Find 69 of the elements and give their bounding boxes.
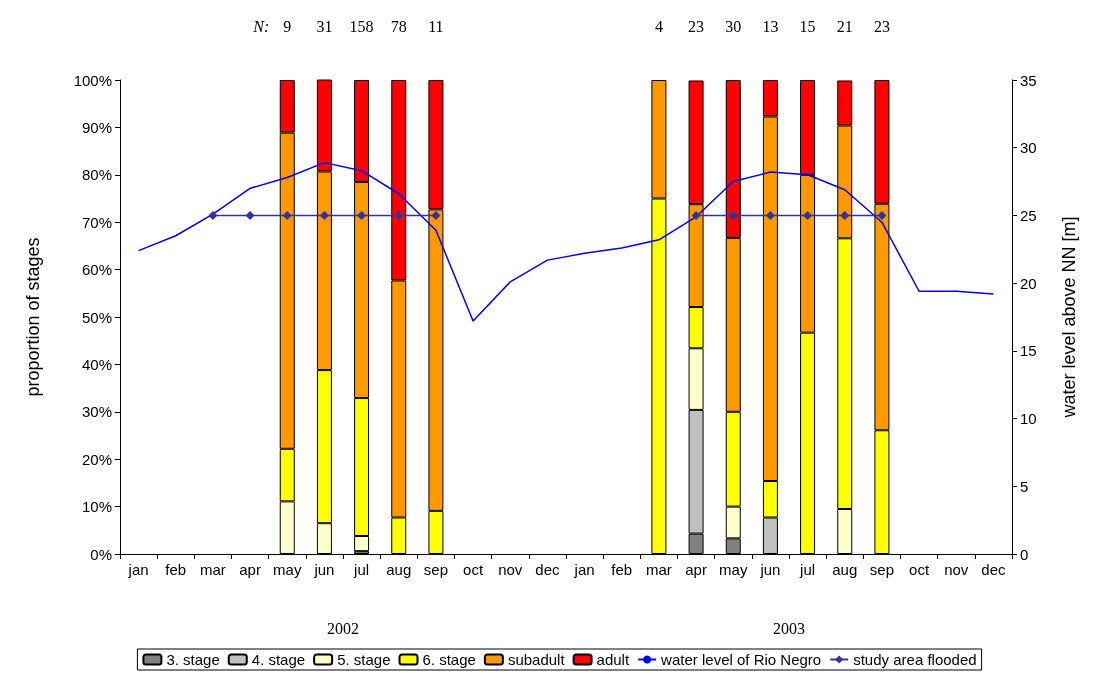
legend-label: water level of Rio Negro [660, 651, 822, 668]
x-tick-label: jan [573, 561, 595, 578]
x-tick-label: dec [535, 561, 561, 578]
x-tick-label: jan [127, 561, 149, 578]
x-tick-label: mar [199, 561, 226, 578]
y2-tick-label: 5 [1020, 477, 1029, 495]
y-tick-label: 0% [90, 545, 112, 563]
legend-label: 4. stage [251, 651, 306, 668]
y-tick-label: 30% [81, 403, 112, 421]
x-tick-label: jul [799, 561, 816, 578]
x-tick-label: sep [869, 561, 895, 578]
y2-tick-label: 15 [1020, 342, 1037, 360]
y-tick-label: 90% [81, 118, 112, 136]
text: 30 [725, 17, 742, 35]
x-tick-label: nov [944, 561, 969, 578]
x-tick-label: feb [611, 561, 633, 578]
y-tick-label: 80% [81, 166, 112, 184]
legend-label: subadult [507, 651, 566, 668]
y-tick-label: 100% [73, 71, 112, 89]
text: 2002 [327, 619, 359, 637]
y-tick-label: 40% [81, 355, 112, 373]
x-tick-label: oct [463, 561, 484, 578]
line-series [137, 161, 995, 322]
text: 31 [316, 17, 333, 35]
y-tick-label: 50% [81, 308, 112, 326]
y2-tick-label: 0 [1020, 545, 1029, 563]
y-tick-label: 10% [81, 498, 112, 516]
legend-label: 5. stage [337, 651, 391, 668]
text: 23 [688, 17, 705, 35]
x-tick-label: aug [832, 561, 858, 578]
x-tick-label: may [273, 561, 302, 578]
text: 78 [390, 17, 407, 35]
legend-label: 3. stage [166, 651, 220, 668]
text: 23 [873, 17, 890, 35]
text: 4 [654, 17, 663, 35]
x-tick-label: apr [239, 561, 261, 578]
x-tick-label: dec [981, 561, 1007, 578]
y2-tick-label: 20 [1020, 274, 1037, 292]
text: 21 [836, 17, 853, 35]
x-tick-label: oct [909, 561, 930, 578]
y2-tick-label: 30 [1020, 139, 1037, 157]
y-tick-label: 70% [81, 213, 112, 231]
x-tick-label: jun [313, 561, 335, 578]
text: N: [252, 17, 270, 35]
x-tick-label: mar [645, 561, 672, 578]
x-tick-label: jul [353, 561, 370, 578]
y-axis-title: proportion of stages [23, 237, 43, 397]
x-tick-label: feb [165, 561, 187, 578]
text: 9 [283, 17, 292, 35]
y-tick-label: 20% [81, 450, 112, 468]
text: 2003 [773, 619, 805, 637]
y2-axis-title: water level above NN [m] [1059, 216, 1079, 419]
text: 15 [799, 17, 816, 35]
text: 11 [428, 17, 444, 35]
y2-tick-label: 25 [1020, 206, 1037, 224]
x-tick-label: may [719, 561, 748, 578]
legend-label: adult [596, 651, 630, 668]
x-tick-label: aug [386, 561, 412, 578]
text: 158 [349, 17, 374, 35]
x-tick-label: jun [759, 561, 781, 578]
legend-label: 6. stage [422, 651, 476, 668]
y-tick-label: 60% [81, 261, 112, 279]
x-tick-label: sep [423, 561, 449, 578]
x-tick-label: apr [685, 561, 707, 578]
y2-tick-label: 35 [1020, 71, 1037, 89]
y2-tick-label: 10 [1020, 410, 1037, 428]
x-tick-label: nov [498, 561, 523, 578]
text: 13 [762, 17, 779, 35]
legend-label: study area flooded [853, 651, 977, 668]
